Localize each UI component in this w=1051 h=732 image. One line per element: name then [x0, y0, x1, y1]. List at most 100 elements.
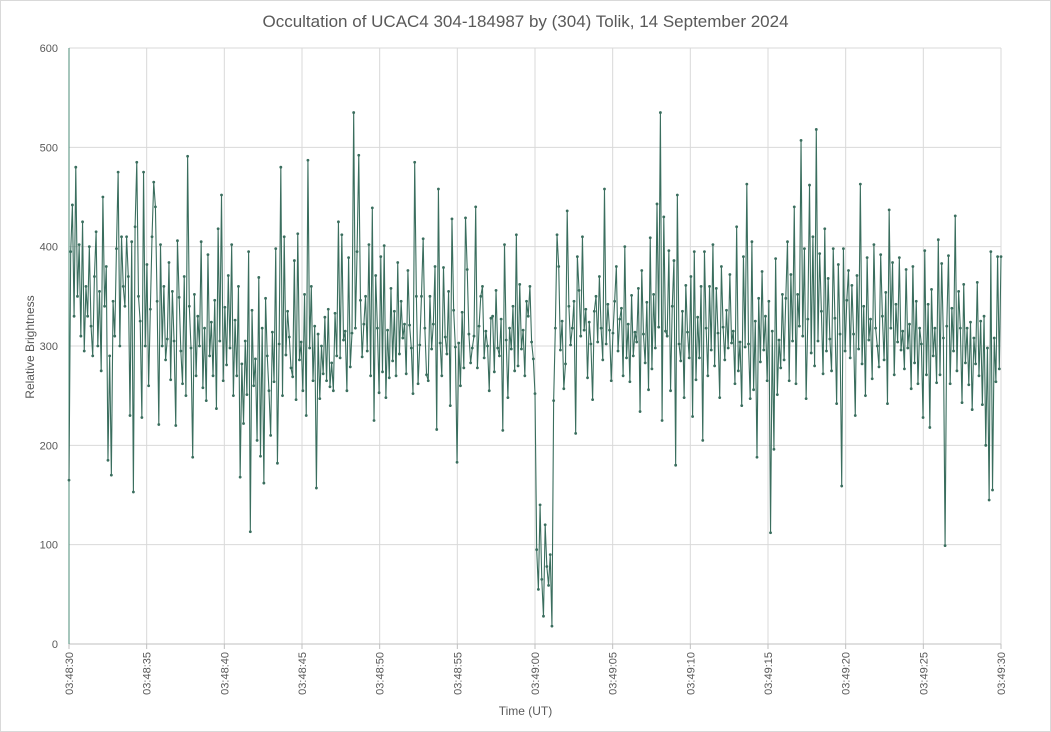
data-point	[121, 285, 125, 288]
data-point	[86, 314, 90, 318]
data-point	[331, 389, 335, 393]
data-point	[547, 583, 550, 587]
data-point	[709, 348, 713, 352]
data-point	[957, 289, 961, 293]
data-point	[592, 309, 596, 313]
y-tick-labels: 0 100 200 300 400 500 600	[40, 43, 58, 651]
data-point	[867, 338, 871, 342]
data-point	[357, 153, 361, 157]
data-point	[316, 332, 320, 336]
data-point	[511, 304, 515, 308]
data-point	[742, 255, 745, 258]
data-point	[806, 317, 810, 321]
data-point	[991, 488, 994, 492]
data-point	[830, 369, 833, 373]
data-point	[76, 294, 79, 298]
data-point	[170, 289, 174, 293]
data-point	[315, 486, 318, 490]
data-point	[745, 182, 749, 186]
data-point	[531, 357, 535, 361]
data-point	[911, 265, 915, 268]
data-point	[731, 329, 735, 333]
data-point	[733, 382, 737, 386]
data-point	[120, 235, 123, 239]
data-point	[603, 187, 606, 191]
data-point	[553, 326, 557, 330]
data-point	[181, 382, 184, 386]
data-point	[179, 349, 183, 353]
data-point	[889, 326, 893, 330]
data-point	[457, 341, 461, 345]
data-point	[250, 308, 254, 312]
data-point	[767, 299, 771, 303]
data-point	[645, 300, 649, 304]
data-point	[79, 334, 83, 338]
data-point	[350, 331, 354, 335]
data-point	[437, 187, 440, 191]
data-point	[96, 344, 100, 348]
data-point	[389, 286, 393, 290]
data-point	[99, 369, 103, 373]
data-point	[597, 275, 601, 278]
data-point	[267, 389, 271, 393]
y-tick-label: 200	[40, 440, 58, 452]
x-tick-label: 03:49:25	[918, 652, 930, 695]
data-point	[540, 578, 544, 581]
data-point	[123, 304, 127, 308]
data-point	[398, 352, 401, 356]
data-point	[204, 399, 208, 403]
data-point	[633, 330, 637, 334]
data-point	[606, 302, 610, 306]
data-point	[557, 265, 561, 268]
x-tick-label: 03:48:55	[452, 652, 464, 695]
axes	[68, 48, 1002, 649]
data-point	[738, 340, 742, 344]
x-tick-label: 03:48:40	[219, 652, 231, 695]
data-point	[982, 314, 986, 318]
data-point	[296, 232, 300, 236]
data-point	[786, 240, 789, 244]
data-point	[447, 289, 450, 293]
data-point	[226, 274, 230, 277]
data-point	[523, 374, 527, 378]
data-point	[291, 375, 295, 379]
data-point	[638, 410, 642, 413]
data-point	[455, 460, 459, 464]
data-point	[550, 624, 554, 628]
data-point	[360, 355, 364, 359]
data-point	[453, 345, 457, 349]
data-point	[201, 386, 205, 390]
data-point	[955, 369, 959, 373]
data-point	[301, 389, 305, 393]
data-point	[265, 354, 269, 358]
data-point	[191, 455, 195, 459]
data-point	[426, 379, 430, 383]
data-point	[401, 336, 405, 340]
x-tick-label: 03:49:15	[763, 652, 775, 695]
data-point	[126, 275, 130, 278]
data-point	[528, 285, 532, 288]
data-point	[215, 407, 218, 410]
data-point	[533, 392, 537, 396]
data-point	[486, 344, 489, 348]
data-point	[670, 304, 674, 308]
data-point	[506, 396, 510, 400]
data-point	[599, 326, 603, 330]
y-tick-label: 100	[40, 540, 58, 552]
data-point	[694, 378, 698, 382]
data-point	[850, 284, 854, 287]
data-point	[113, 334, 117, 338]
data-point	[501, 429, 505, 432]
data-point	[992, 336, 996, 340]
data-point	[582, 328, 586, 332]
data-point	[338, 356, 342, 360]
data-point	[118, 344, 122, 348]
data-point	[509, 347, 513, 351]
data-point	[797, 324, 801, 328]
data-point	[594, 294, 598, 298]
data-point	[474, 205, 478, 209]
data-point	[964, 361, 967, 365]
data-point	[880, 314, 884, 318]
data-point	[286, 309, 289, 313]
data-point	[281, 394, 284, 398]
